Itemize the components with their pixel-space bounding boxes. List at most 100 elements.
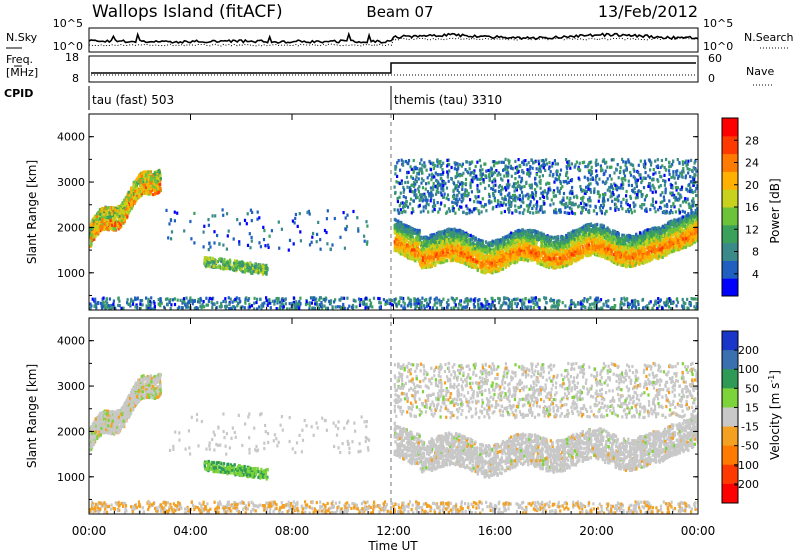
heatmap-cell	[127, 302, 130, 306]
heatmap-cell	[89, 306, 92, 310]
heatmap-cell	[342, 211, 345, 215]
heatmap-cell	[137, 188, 140, 192]
heatmap-cell	[148, 181, 152, 185]
heatmap-cell	[394, 297, 398, 301]
heatmap-cell	[213, 258, 216, 262]
freq-panel: Freq. [MHz] 18 8 60 0 Nave	[6, 51, 774, 86]
heatmap-cell	[248, 268, 252, 272]
heatmap-cell	[469, 244, 472, 248]
heatmap-cell	[469, 297, 472, 301]
heatmap-cell	[647, 306, 650, 310]
heatmap-cell	[145, 304, 148, 308]
heatmap-cell	[134, 183, 138, 187]
heatmap-cell	[287, 248, 290, 252]
heatmap-cell	[506, 296, 509, 301]
heatmap-cell	[423, 304, 426, 308]
heatmap-cell	[299, 302, 302, 306]
heatmap-cell	[236, 218, 239, 222]
heatmap-cell	[421, 254, 424, 258]
heatmap-cell	[487, 305, 491, 309]
nave-tick-top: 60	[708, 52, 722, 65]
heatmap-cell	[93, 233, 96, 237]
heatmap-cell	[99, 208, 102, 212]
heatmap-cell	[596, 296, 600, 300]
heatmap-cell	[91, 233, 94, 237]
heatmap-cell	[414, 303, 417, 307]
heatmap-cell	[227, 266, 230, 270]
heatmap-cell	[658, 304, 661, 308]
heatmap-cell	[341, 296, 344, 300]
heatmap-cell	[265, 296, 268, 300]
heatmap-cell	[689, 303, 692, 307]
heatmap-cell	[184, 303, 187, 307]
heatmap-cell	[234, 263, 238, 268]
heatmap-cell	[491, 271, 494, 275]
heatmap-cell	[694, 297, 697, 301]
heatmap-cell	[286, 307, 289, 310]
heatmap-cell	[453, 300, 456, 304]
heatmap-cell	[189, 296, 192, 300]
heatmap-cell	[331, 305, 334, 309]
heatmap-cell	[577, 302, 580, 306]
heatmap-cell	[120, 221, 123, 225]
heatmap-cell	[399, 228, 402, 232]
heatmap-cell	[330, 299, 333, 303]
heatmap-cell	[683, 305, 686, 309]
heatmap-cell	[528, 300, 531, 304]
heatmap-cell	[144, 191, 147, 195]
heatmap-cell	[191, 302, 194, 306]
heatmap-cell	[357, 297, 361, 301]
heatmap-cell	[352, 298, 355, 302]
heatmap-cell	[538, 235, 541, 239]
heatmap-cell	[239, 261, 242, 265]
heatmap-cell	[524, 305, 527, 309]
heatmap-cell	[214, 214, 217, 218]
heatmap-cell	[249, 262, 252, 266]
heatmap-cell	[620, 297, 623, 301]
heatmap-cell	[97, 216, 100, 220]
heatmap-cell	[682, 300, 685, 305]
heatmap-cell	[504, 296, 507, 300]
heatmap-cell	[329, 247, 332, 251]
heatmap-cell	[680, 231, 683, 235]
heatmap-cell	[117, 204, 120, 209]
heatmap-cell	[135, 194, 138, 198]
heatmap-cell	[407, 296, 410, 300]
noise-panel: N.Sky 10^5 10^0 10^5 10^0 N.Search	[6, 17, 794, 53]
heatmap-cell	[129, 304, 132, 308]
heatmap-cell	[479, 306, 482, 310]
heatmap-cell	[334, 298, 337, 302]
heatmap-cell	[262, 270, 266, 274]
heatmap-cell	[534, 296, 537, 300]
heatmap-cell	[126, 208, 129, 213]
heatmap-cell	[130, 299, 133, 303]
heatmap-cell	[319, 247, 322, 251]
heatmap-cell	[150, 181, 153, 185]
heatmap-cell	[390, 303, 393, 307]
heatmap-cell	[669, 298, 672, 302]
heatmap-cell	[135, 181, 138, 185]
heatmap-cell	[671, 244, 674, 248]
heatmap-cell	[507, 304, 510, 308]
heatmap-cell	[534, 302, 537, 307]
heatmap-cell	[545, 301, 548, 305]
heatmap-cell	[99, 226, 102, 231]
heatmap-cell	[408, 301, 411, 305]
heatmap-cell	[279, 304, 282, 308]
heatmap-cell	[120, 216, 124, 220]
heatmap-cell	[106, 206, 109, 210]
heatmap-cell	[129, 189, 133, 193]
heatmap-cell	[190, 237, 193, 241]
heatmap-cell	[133, 196, 136, 200]
heatmap-cell	[122, 306, 125, 310]
heatmap-cell	[445, 301, 449, 305]
heatmap-cell	[393, 298, 396, 302]
beam-label: Beam 07	[366, 3, 433, 21]
heatmap-cell	[145, 179, 148, 184]
heatmap-cell	[484, 260, 487, 264]
cpid-mode-0: tau (fast) 503	[92, 93, 174, 107]
heatmap-cell	[630, 299, 634, 303]
heatmap-cell	[696, 233, 698, 237]
heatmap-cell	[139, 299, 142, 303]
heatmap-cell	[670, 231, 673, 235]
